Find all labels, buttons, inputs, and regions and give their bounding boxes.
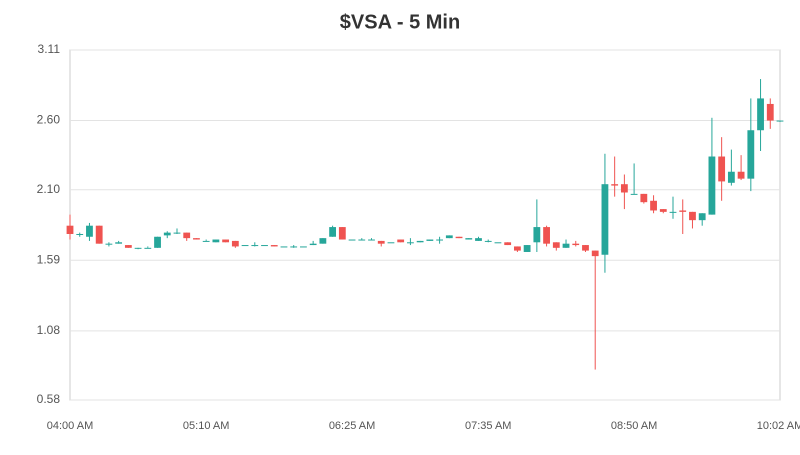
candle-body: [407, 242, 414, 244]
y-tick-label: 1.59: [37, 252, 61, 266]
candle-body: [397, 239, 405, 243]
candle-body: [86, 225, 93, 237]
candle-body: [562, 243, 570, 248]
candle-body: [494, 242, 502, 244]
candle-body: [727, 171, 735, 183]
candle-body: [475, 238, 482, 241]
candle-body: [163, 232, 171, 236]
candle-body: [76, 233, 84, 235]
candle-body: [222, 239, 230, 243]
candle-body: [231, 240, 239, 247]
candle-body: [757, 98, 764, 131]
candle-body: [416, 240, 424, 243]
chart-title: $VSA - 5 Min: [340, 11, 460, 33]
candle-body: [202, 240, 210, 242]
candle-body: [698, 213, 706, 221]
candle-body: [173, 232, 181, 234]
candle-body: [193, 238, 200, 240]
candle-body: [436, 239, 443, 241]
candle-body: [465, 238, 473, 240]
candle-body: [338, 227, 346, 240]
candle-body: [620, 184, 628, 193]
candle-body: [115, 242, 123, 244]
y-tick-label: 1.08: [37, 323, 61, 337]
candle-body: [689, 211, 696, 221]
candle-body: [455, 236, 463, 239]
candle-body: [270, 245, 278, 247]
candle-body: [718, 156, 726, 182]
candle-body: [134, 247, 142, 249]
candle-body: [105, 243, 113, 245]
x-tick-label: 05:10 AM: [183, 420, 229, 432]
y-tick-label: 2.60: [37, 113, 61, 127]
plot-frame: [69, 49, 781, 401]
candle-body: [300, 246, 307, 248]
candle-body: [679, 210, 687, 212]
candle-body: [776, 120, 784, 122]
candle-body: [445, 235, 453, 239]
candle-body: [348, 239, 356, 241]
candle-body: [582, 245, 589, 251]
x-tick-label: 04:00 AM: [47, 420, 93, 432]
candle-body: [368, 239, 375, 241]
candle-body: [659, 209, 667, 212]
y-tick-label: 3.11: [38, 42, 61, 56]
x-tick-label: 08:50 AM: [611, 420, 657, 432]
candle-body: [309, 243, 317, 246]
candle-body: [640, 193, 648, 203]
y-tick-label: 2.10: [37, 182, 61, 196]
candle-body: [601, 184, 609, 255]
candle-body: [329, 227, 337, 237]
candle-body: [669, 211, 677, 213]
candle-body: [319, 238, 327, 244]
candle-body: [144, 247, 152, 249]
candle-body: [154, 236, 161, 248]
candle-body: [747, 130, 755, 179]
candle-body: [650, 200, 657, 211]
candle-body: [737, 171, 745, 179]
candle-body: [708, 156, 716, 215]
candle-body: [523, 245, 531, 252]
x-tick-label: 07:35 AM: [465, 420, 511, 432]
candle-body: [766, 103, 774, 121]
y-tick-label: 0.58: [37, 392, 61, 406]
candle-body: [377, 240, 385, 244]
candle-body: [543, 227, 550, 244]
candle-body: [358, 239, 366, 241]
x-tick-label: 06:25 AM: [329, 420, 375, 432]
candle-body: [572, 243, 580, 246]
candle-body: [251, 245, 259, 247]
candle-body: [426, 239, 434, 241]
candle-body: [591, 250, 599, 257]
candle-body: [630, 193, 638, 195]
x-tick-label: 10:02 AM: [757, 420, 800, 432]
candle-body: [261, 245, 268, 247]
candle-body: [95, 225, 103, 244]
candle-body: [387, 242, 395, 244]
candle-body: [533, 227, 541, 243]
candle-body: [513, 246, 521, 251]
candle-body: [66, 225, 74, 234]
candle-body: [290, 246, 298, 248]
candle-body: [212, 239, 220, 243]
candle-body: [280, 246, 288, 248]
candle-body: [183, 232, 191, 239]
candle-body: [504, 242, 512, 246]
candle-body: [484, 240, 492, 242]
candle-body: [611, 184, 619, 186]
candle-body: [124, 245, 132, 248]
candle-body: [241, 245, 249, 247]
candle-body: [552, 242, 560, 248]
